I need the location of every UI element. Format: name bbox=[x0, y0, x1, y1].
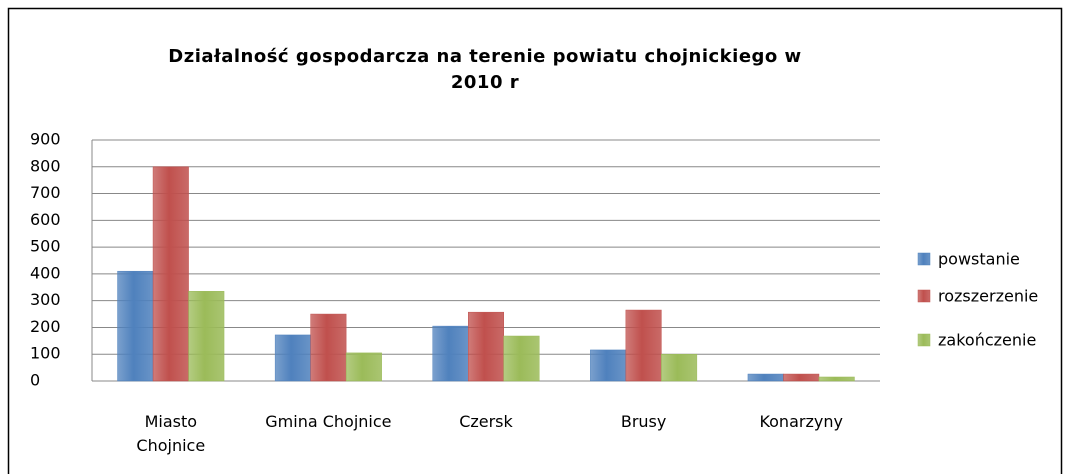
bar bbox=[188, 291, 225, 382]
legend-label: powstanie bbox=[938, 250, 1020, 269]
bar bbox=[625, 309, 662, 382]
y-tick-label: 0 bbox=[30, 371, 40, 390]
chart-title: Działalność gospodarcza na terenie powia… bbox=[168, 46, 802, 93]
bar bbox=[345, 352, 382, 382]
y-tick-label: 700 bbox=[30, 183, 61, 202]
y-tick-label: 400 bbox=[30, 263, 61, 282]
x-tick-label: Czersk bbox=[459, 412, 513, 431]
legend-swatch bbox=[917, 252, 931, 266]
bar bbox=[590, 349, 627, 382]
bar bbox=[117, 270, 154, 382]
y-tick-label: 500 bbox=[30, 237, 61, 256]
legend-label: rozszerzenie bbox=[938, 287, 1038, 306]
bar bbox=[747, 373, 784, 382]
bar bbox=[661, 353, 698, 382]
bar bbox=[783, 373, 820, 382]
bar bbox=[468, 311, 504, 382]
y-tick-label: 800 bbox=[30, 156, 61, 175]
y-tick-label: 900 bbox=[30, 130, 61, 149]
y-tick-label: 100 bbox=[30, 344, 61, 363]
bar bbox=[274, 334, 311, 382]
bar bbox=[503, 335, 540, 382]
bar bbox=[818, 376, 855, 382]
y-tick-label: 300 bbox=[30, 290, 61, 309]
legend-label: zakończenie bbox=[938, 331, 1036, 350]
legend-swatch bbox=[917, 333, 931, 347]
bar bbox=[432, 325, 469, 382]
x-tick-label: Miasto Chojnice bbox=[136, 412, 206, 455]
bar bbox=[310, 313, 347, 382]
y-tick-label: 600 bbox=[30, 210, 61, 229]
y-tick-label: 200 bbox=[30, 317, 61, 336]
legend-swatch bbox=[917, 289, 931, 303]
bar bbox=[152, 166, 189, 382]
x-tick-label: Gmina Chojnice bbox=[265, 412, 392, 431]
x-tick-label: Konarzyny bbox=[759, 412, 843, 431]
x-tick-label: Brusy bbox=[620, 412, 667, 431]
chart-border bbox=[7, 7, 1063, 474]
